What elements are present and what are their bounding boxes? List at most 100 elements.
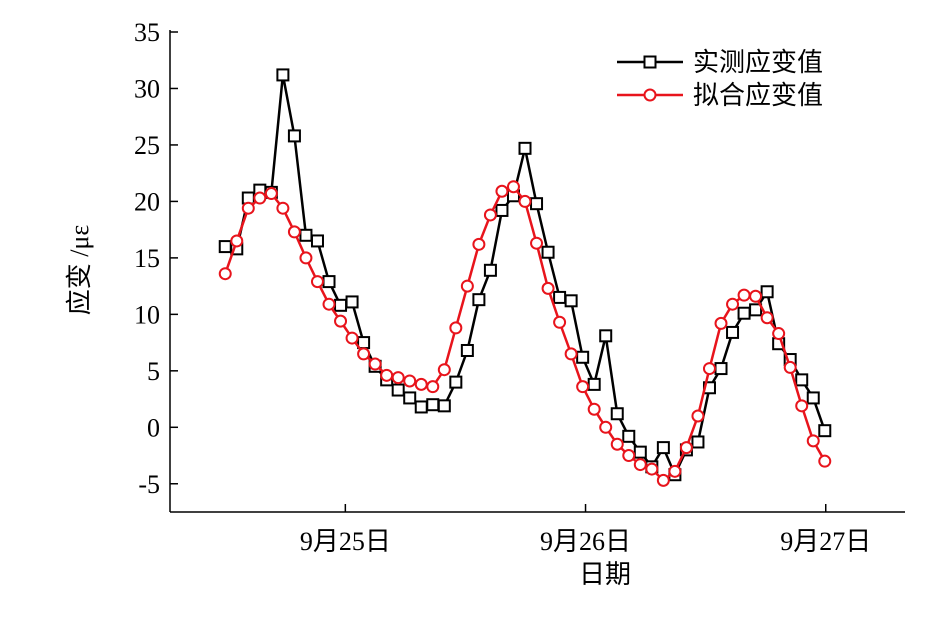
data-point	[726, 325, 740, 339]
data-point	[322, 275, 336, 289]
data-point	[599, 329, 613, 343]
data-point	[357, 347, 371, 361]
data-point	[287, 129, 301, 143]
data-point	[806, 391, 820, 405]
data-point	[587, 377, 601, 391]
data-point	[737, 288, 751, 302]
data-point	[253, 191, 267, 205]
data-point	[645, 462, 659, 476]
data-point	[518, 194, 532, 208]
data-point	[818, 424, 832, 438]
data-point	[345, 331, 359, 345]
data-point	[633, 445, 647, 459]
data-point	[357, 336, 371, 350]
legend-marker	[643, 88, 657, 102]
data-point	[264, 187, 278, 201]
data-point	[818, 454, 832, 468]
data-point	[795, 373, 809, 387]
data-point	[495, 184, 509, 198]
data-point	[380, 368, 394, 382]
data-point	[576, 380, 590, 394]
data-point	[530, 236, 544, 250]
data-point	[218, 240, 232, 254]
data-point	[587, 402, 601, 416]
data-point	[403, 391, 417, 405]
legend-label: 实测应变值	[693, 48, 823, 77]
data-point	[772, 327, 786, 341]
data-point	[287, 225, 301, 239]
data-point	[553, 315, 567, 329]
x-axis-label: 日期	[579, 560, 631, 589]
data-point	[656, 473, 670, 487]
data-point	[783, 360, 797, 374]
data-point	[564, 294, 578, 308]
legend-marker	[643, 55, 657, 69]
data-point	[495, 203, 509, 217]
data-point	[610, 407, 624, 421]
data-point	[622, 429, 636, 443]
data-point	[437, 399, 451, 413]
data-point	[599, 420, 613, 434]
data-point	[276, 68, 290, 82]
data-point	[403, 374, 417, 388]
data-point	[276, 201, 290, 215]
data-point	[714, 362, 728, 376]
data-point	[806, 434, 820, 448]
data-point	[760, 311, 774, 325]
data-point	[541, 245, 555, 259]
data-point	[345, 295, 359, 309]
data-point	[737, 306, 751, 320]
y-tick-label: 10	[134, 300, 160, 329]
data-point	[610, 437, 624, 451]
y-tick-label: -5	[138, 470, 160, 499]
y-tick-label: 25	[134, 131, 160, 160]
data-point	[472, 237, 486, 251]
data-point	[622, 449, 636, 463]
data-point	[668, 464, 682, 478]
y-tick-label: 5	[147, 357, 160, 386]
data-point	[391, 383, 405, 397]
y-axis-label: 应变 /με	[65, 225, 94, 316]
data-point	[633, 458, 647, 472]
data-point	[679, 441, 693, 455]
data-point	[530, 197, 544, 211]
x-tick-label: 9月25日	[300, 527, 391, 556]
data-point	[368, 357, 382, 371]
y-tick-label: 35	[134, 18, 160, 47]
data-point	[299, 251, 313, 265]
data-point	[218, 267, 232, 281]
data-point	[449, 375, 463, 389]
data-point	[726, 297, 740, 311]
data-point	[506, 180, 520, 194]
data-point	[391, 371, 405, 385]
data-point	[553, 290, 567, 304]
data-point	[414, 377, 428, 391]
data-point	[334, 314, 348, 328]
data-point	[449, 321, 463, 335]
data-point	[426, 380, 440, 394]
data-point	[749, 303, 763, 317]
data-point	[795, 399, 809, 413]
data-point	[322, 297, 336, 311]
data-point	[460, 343, 474, 357]
data-point	[310, 275, 324, 289]
data-point	[691, 435, 705, 449]
y-tick-label: 30	[134, 74, 160, 103]
x-tick-label: 9月27日	[780, 527, 871, 556]
data-point	[483, 263, 497, 277]
data-point	[426, 398, 440, 412]
data-point	[460, 279, 474, 293]
x-tick-label: 9月26日	[540, 527, 631, 556]
data-point	[749, 289, 763, 303]
data-point	[310, 234, 324, 248]
data-point	[691, 409, 705, 423]
data-point	[541, 281, 555, 295]
data-point	[483, 208, 497, 222]
data-point	[230, 234, 244, 248]
y-tick-label: 0	[147, 413, 160, 442]
data-point	[760, 285, 774, 299]
data-point	[702, 362, 716, 376]
data-point	[241, 201, 255, 215]
data-point	[334, 298, 348, 312]
